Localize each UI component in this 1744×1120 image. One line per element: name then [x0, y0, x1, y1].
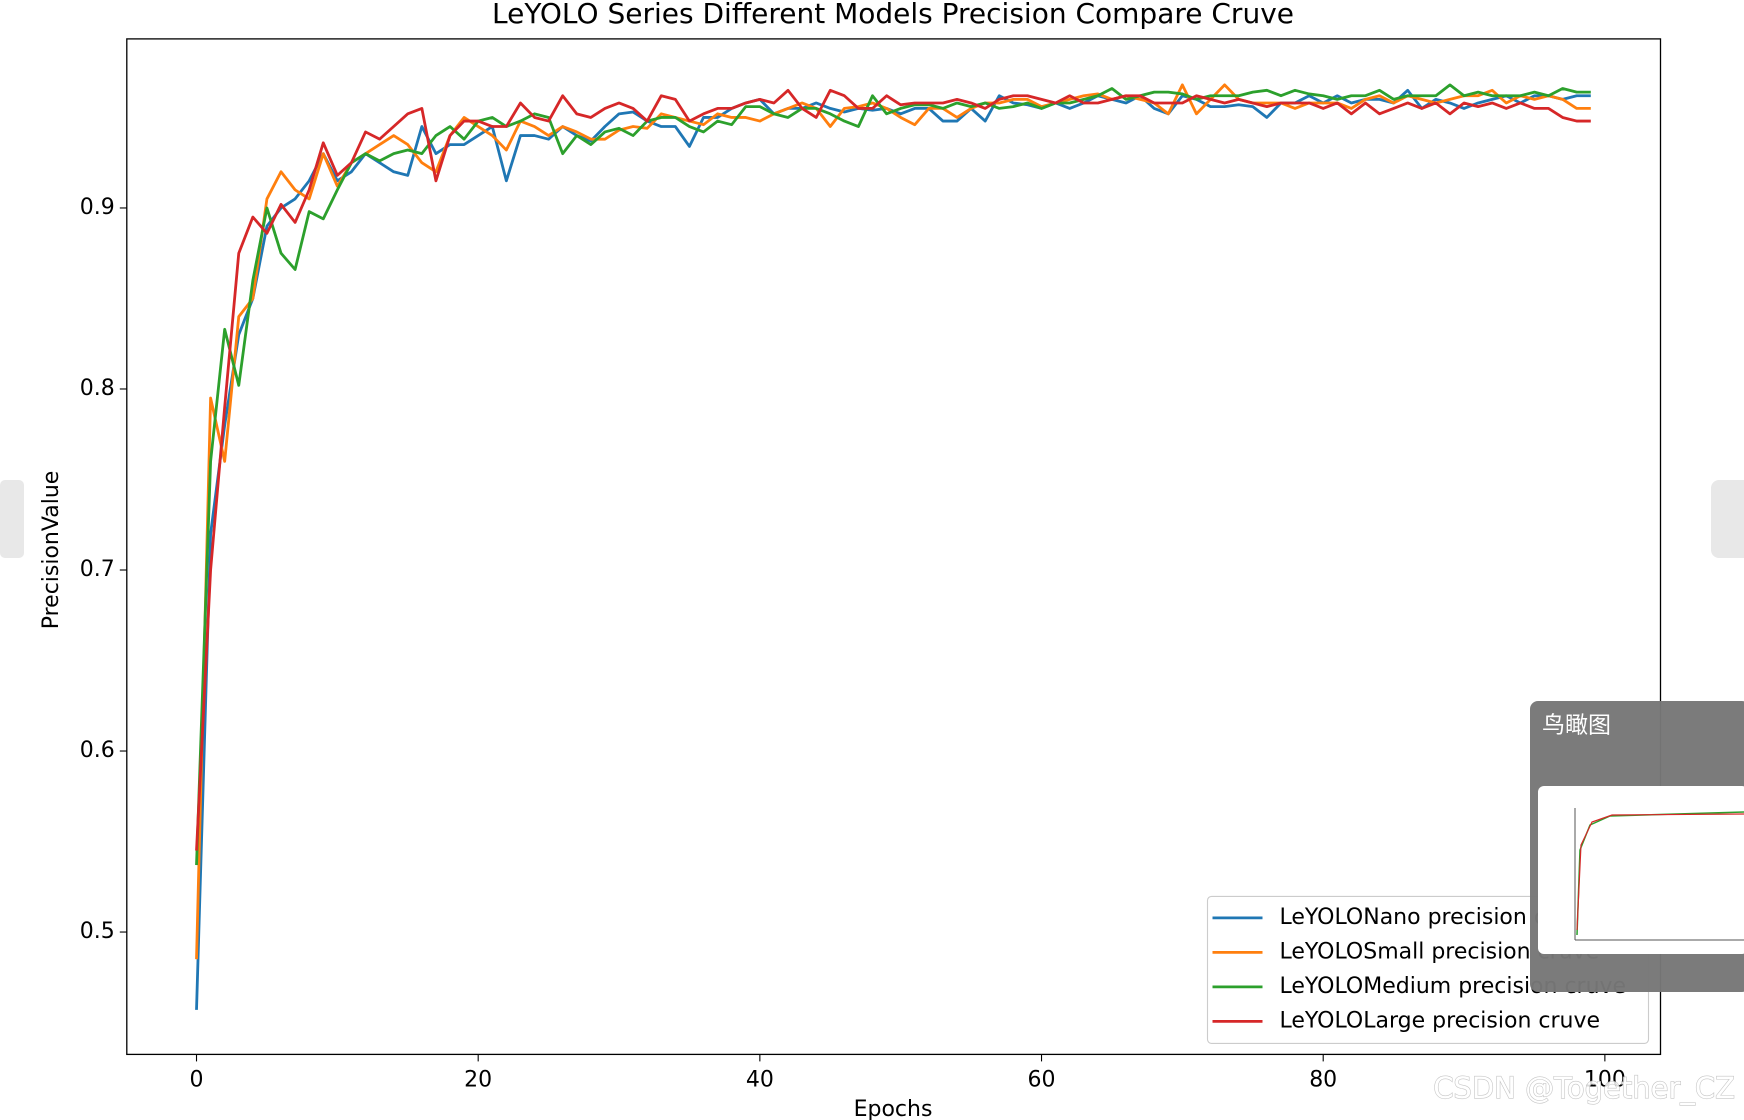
x-tick-label: 20	[464, 1067, 492, 1092]
watermark: CSDN @Together_CZ	[1433, 1071, 1735, 1105]
series-line	[195, 83, 1591, 866]
y-tick-label: 0.6	[80, 738, 115, 763]
y-tick-label: 0.7	[80, 557, 115, 582]
y-axis-label: PrecisionValue	[39, 471, 64, 630]
series-line	[195, 88, 1591, 1010]
x-axis-label: Epochs	[854, 1097, 933, 1120]
x-tick-label: 60	[1028, 1067, 1056, 1092]
birds-eye-panel[interactable]: 鸟瞰图	[1530, 701, 1744, 992]
side-tab-left[interactable]	[0, 480, 24, 558]
thumbnail-line	[1576, 813, 1744, 931]
y-tick-label: 0.8	[80, 376, 115, 401]
x-tick-label: 100	[1584, 1067, 1626, 1092]
y-tick-label: 0.9	[80, 195, 115, 220]
y-tick-label: 0.5	[80, 919, 115, 944]
x-tick-label: 40	[746, 1067, 774, 1092]
thumbnail[interactable]	[1538, 786, 1744, 954]
chart-title: LeYOLO Series Different Models Precision…	[492, 0, 1294, 30]
series-line	[195, 88, 1591, 851]
side-tab-right[interactable]	[1711, 480, 1744, 558]
series-line	[195, 83, 1591, 960]
x-tick-label: 0	[190, 1067, 204, 1092]
plot-frame	[126, 38, 1662, 1056]
x-tick-label: 80	[1309, 1067, 1337, 1092]
legend-label: LeYOLOLarge precision cruve	[1280, 1008, 1601, 1033]
panel-title: 鸟瞰图	[1542, 713, 1611, 739]
